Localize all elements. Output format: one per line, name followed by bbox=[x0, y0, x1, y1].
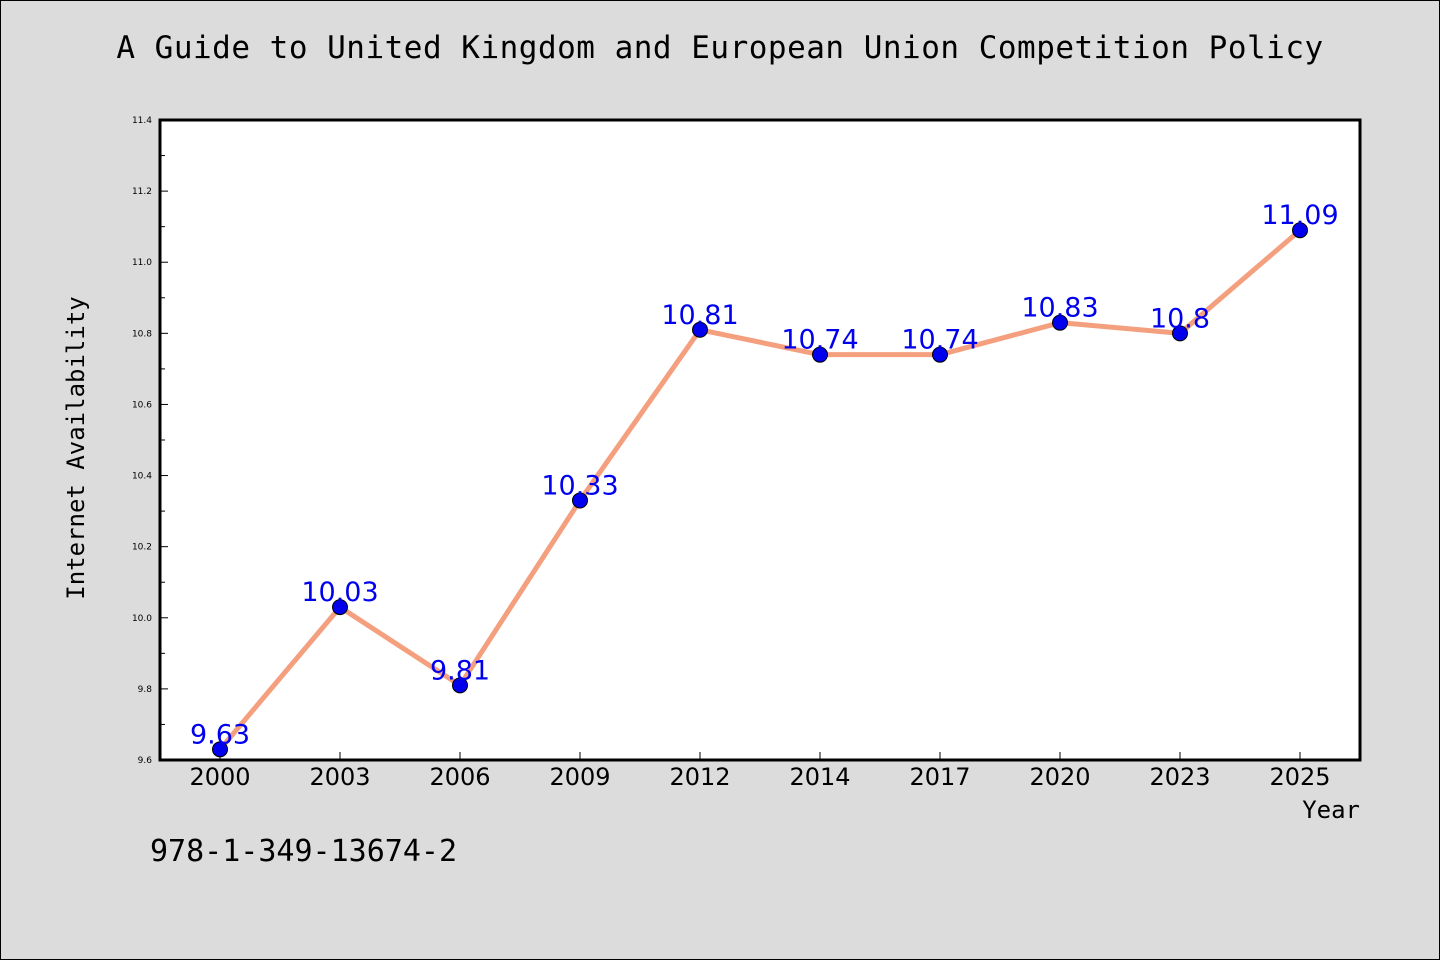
x-tick-label: 2017 bbox=[909, 763, 970, 791]
y-tick-label: 11.4 bbox=[132, 116, 152, 126]
isbn-text: 978-1-349-13674-2 bbox=[150, 834, 458, 869]
x-tick-label: 2025 bbox=[1269, 763, 1330, 791]
x-tick-label: 2020 bbox=[1029, 763, 1090, 791]
series-line bbox=[217, 227, 1303, 752]
data-point bbox=[1052, 314, 1068, 331]
data-point bbox=[332, 599, 348, 616]
x-tick-label: 2003 bbox=[309, 763, 370, 791]
data-label: 10.74 bbox=[901, 325, 978, 356]
data-point bbox=[1172, 325, 1188, 342]
data-label: 9.81 bbox=[430, 655, 490, 686]
x-tick-label: 2006 bbox=[429, 763, 490, 791]
x-tick-label: 2023 bbox=[1149, 763, 1210, 791]
plot-frame bbox=[158, 118, 1362, 762]
data-point bbox=[692, 321, 708, 338]
x-tick-label: 2012 bbox=[669, 763, 730, 791]
x-axis-label: Year bbox=[1302, 796, 1360, 824]
x-tick-label: 2000 bbox=[189, 763, 250, 791]
x-tick-label: 2009 bbox=[549, 763, 610, 791]
data-point bbox=[812, 346, 828, 363]
data-point bbox=[572, 492, 588, 509]
y-tick-label: 11.0 bbox=[132, 258, 152, 268]
y-tick-label: 10.6 bbox=[132, 400, 152, 410]
data-label: 10.81 bbox=[661, 300, 738, 331]
plot-area bbox=[160, 120, 1360, 760]
y-tick-label: 9.6 bbox=[138, 756, 153, 766]
y-tick-label: 10.0 bbox=[132, 614, 152, 624]
data-point bbox=[452, 677, 468, 694]
y-tick-label: 9.8 bbox=[138, 685, 153, 695]
data-label: 10.8 bbox=[1150, 303, 1210, 334]
y-tick-label: 10.8 bbox=[132, 329, 152, 339]
data-point bbox=[212, 741, 228, 758]
data-label: 11.09 bbox=[1261, 200, 1338, 231]
data-point bbox=[932, 346, 948, 363]
data-label: 10.33 bbox=[541, 470, 618, 501]
data-label: 9.63 bbox=[190, 719, 250, 750]
x-tick-label: 2014 bbox=[789, 763, 850, 791]
data-label: 10.83 bbox=[1021, 293, 1098, 324]
y-tick-label: 11.2 bbox=[132, 187, 152, 197]
data-point bbox=[1292, 222, 1308, 239]
data-label: 10.74 bbox=[781, 325, 858, 356]
chart-title: A Guide to United Kingdom and European U… bbox=[116, 30, 1324, 66]
y-tick-label: 10.2 bbox=[132, 543, 152, 553]
data-label: 10.03 bbox=[301, 577, 378, 608]
y-tick-label: 10.4 bbox=[132, 472, 152, 482]
